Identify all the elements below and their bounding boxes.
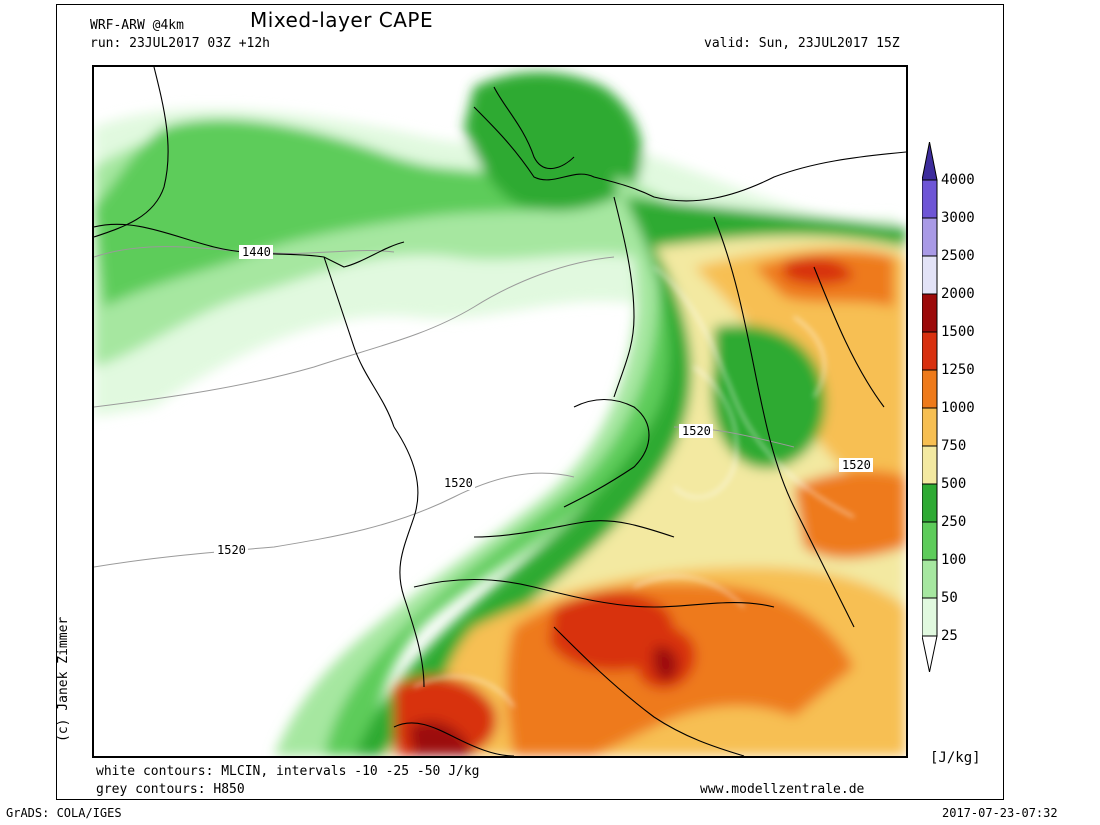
colorbar-segment [922,255,938,295]
colorbar-label: 3000 [941,210,975,226]
cape-1250-ne [784,257,854,285]
h850-contours [94,246,795,568]
border-poland-ukraine [813,266,885,408]
cape-1500-adriatic [653,646,678,681]
coastline-baltic [473,106,906,202]
coastline-uk [94,67,169,238]
colorbar-label: 1250 [941,362,975,378]
run-label: run: 23JUL2017 03Z +12h [90,36,271,51]
colorbar-label: 750 [941,438,967,454]
contour-label-1520-a: 1520 [444,476,473,490]
grads-label: GrADS: COLA/IGES [6,806,122,820]
grey-contours-note: grey contours: H850 [96,782,245,797]
colorbar-segment [922,483,938,523]
colorbar-graphic [922,142,938,672]
colorbar-segment [922,369,938,409]
colorbar-segment [922,521,938,561]
cape-field [94,72,906,756]
mlcin-contours [413,266,855,708]
colorbar-label: 2500 [941,248,975,264]
figure-frame [56,4,1004,800]
cape-250-belt-north [464,72,643,211]
valid-label: valid: Sun, 23JUL2017 15Z [704,36,900,51]
cape-250-islands [711,324,826,469]
border-germany-poland [613,196,635,398]
h850-contour-1520-north [94,256,615,408]
white-contours-note: white contours: MLCIN, intervals -10 -25… [96,764,480,779]
h850-contour-1520-west [94,472,575,568]
border-east [713,216,855,628]
border-france-germany [393,426,425,688]
colorbar-segment [922,179,938,219]
author-credit: (c) Janek Zimmer [56,616,71,742]
colorbar-top-arrow [922,142,938,181]
coastline-mediterranean [393,722,515,756]
coastline-adriatic [553,626,745,756]
border-germany-austria [473,520,675,538]
timestamp-label: 2017-07-23-07:32 [942,806,1058,820]
cape-100-central [324,197,711,756]
colorbar-label: 1500 [941,324,975,340]
border-germany-czech [563,399,650,508]
colorbar-label: 1000 [941,400,975,416]
colorbar-segment [922,407,938,447]
coastline-denmark [493,86,575,169]
country-borders [94,67,906,756]
colorbar-label: 25 [941,628,958,644]
colorbar-segment [922,559,938,599]
colorbar-segment [922,445,938,485]
map-canvas: 1440 1520 1520 1520 1520 [94,67,906,756]
colorbar-label: 50 [941,590,958,606]
contour-labels: 1440 1520 1520 1520 1520 [214,245,873,557]
colorbar-label: 250 [941,514,967,530]
colorbar-segment [922,331,938,371]
cape-1500-sw [409,721,474,756]
border-benelux [323,256,395,428]
colorbar-label: 100 [941,552,967,568]
contour-label-1440: 1440 [242,245,271,259]
colorbar-segment [922,217,938,257]
colorbar-label: 4000 [941,172,975,188]
colorbar-label: 500 [941,476,967,492]
model-label: WRF-ARW @4km [90,18,184,33]
colorbar-segment [922,293,938,333]
border-alps [413,578,775,608]
cape-map: 1440 1520 1520 1520 1520 [92,65,908,758]
colorbar-segment [922,597,938,637]
cape-100-band-north [94,118,614,307]
colorbar-bottom-arrow [922,635,938,672]
website-link[interactable]: www.modellzentrale.de [700,782,865,797]
colorbar-unit: [J/kg] [930,750,981,766]
colorbar-label: 2000 [941,286,975,302]
contour-label-1520-b: 1520 [217,543,246,557]
contour-label-1520-c: 1520 [682,424,711,438]
map-title: Mixed-layer CAPE [250,8,434,32]
contour-label-1520-d: 1520 [842,458,871,472]
